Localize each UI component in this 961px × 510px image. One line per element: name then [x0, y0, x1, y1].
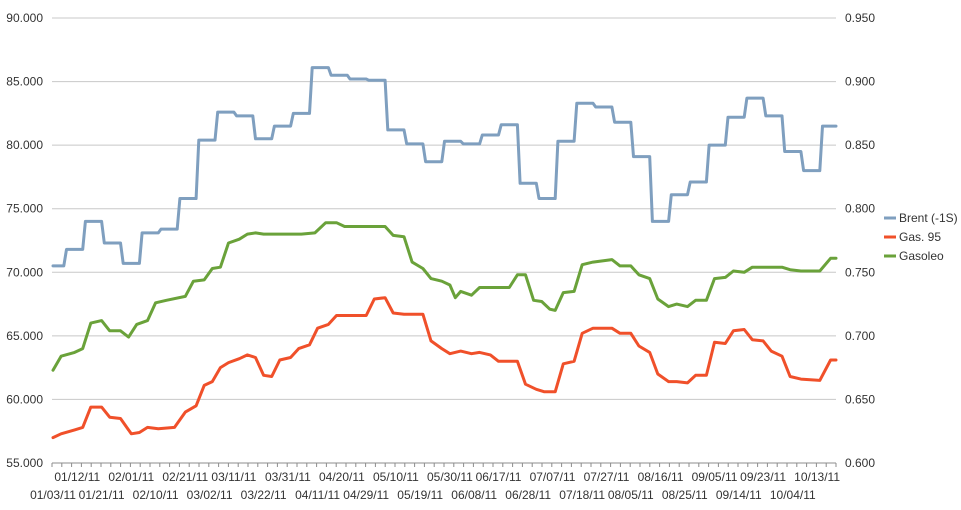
x-tick-label: 09/05/11 [692, 470, 738, 484]
x-tick-label: 07/18/11 [559, 488, 605, 502]
legend: Brent (-1S) Gas. 95 Gasoleo [884, 211, 958, 263]
y-axis-left: 55.000 60.000 65.000 70.000 75.000 80.000 85.0… [6, 11, 43, 470]
y-left-tick-label: 90.000 [6, 11, 43, 25]
series-lines [51, 66, 838, 440]
y-left-tick-label: 65.000 [6, 329, 43, 343]
series-line-brent-1s [51, 66, 838, 268]
x-tick-label: 02/21/11 [162, 470, 208, 484]
x-tick-label: 08/05/11 [608, 488, 654, 502]
y-right-tick-label: 0.650 [845, 392, 875, 406]
series-line-gasoleo [51, 221, 838, 372]
x-tick-label: 07/27/11 [584, 470, 630, 484]
y-left-tick-label: 70.000 [6, 265, 43, 279]
x-axis: 01/12/11 02/01/11 02/21/11 03/11/11 03/31/11… [30, 463, 840, 502]
x-tick-label: 06/17/11 [476, 470, 522, 484]
x-tick-label: 08/16/11 [638, 470, 684, 484]
x-tick-label: 05/19/11 [397, 488, 443, 502]
y-left-tick-label: 80.000 [6, 138, 43, 152]
x-tick-label: 08/25/11 [662, 488, 708, 502]
y-right-tick-label: 0.750 [845, 265, 875, 279]
series-line-gas-95 [51, 296, 838, 440]
x-tick-label: 04/29/11 [343, 488, 389, 502]
x-tick-label: 05/10/11 [373, 470, 419, 484]
y-right-tick-label: 0.700 [845, 329, 875, 343]
y-left-tick-label: 55.000 [6, 456, 43, 470]
y-right-tick-label: 0.850 [845, 138, 875, 152]
x-tick-label: 02/01/11 [108, 470, 154, 484]
x-tick-label: 05/30/11 [427, 470, 473, 484]
x-tick-label: 01/21/11 [79, 488, 125, 502]
x-tick-label: 09/23/11 [740, 470, 786, 484]
x-tick-label: 03/31/11 [265, 470, 311, 484]
x-tick-label: 06/28/11 [505, 488, 551, 502]
y-right-tick-label: 0.600 [845, 456, 875, 470]
x-tick-label: 02/10/11 [133, 488, 179, 502]
x-tick-label: 04/20/11 [319, 470, 365, 484]
x-tick-label: 01/12/11 [54, 470, 100, 484]
y-axis-right: 0.600 0.650 0.700 0.750 0.800 0.850 0.900 0.950 [845, 11, 875, 470]
x-tick-label: 06/08/11 [451, 488, 497, 502]
legend-label: Gasoleo [899, 249, 944, 263]
y-left-tick-label: 75.000 [6, 202, 43, 216]
x-tick-label: 04/11/11 [295, 488, 340, 502]
y-right-tick-label: 0.800 [845, 202, 875, 216]
y-left-tick-label: 85.000 [6, 75, 43, 89]
x-tick-label: 10/13/11 [794, 470, 840, 484]
x-tick-label: 03/02/11 [187, 488, 233, 502]
x-tick-label: 10/04/11 [770, 488, 816, 502]
legend-label: Gas. 95 [899, 230, 941, 244]
x-tick-label: 07/07/11 [530, 470, 576, 484]
x-tick-label: 01/03/11 [30, 488, 76, 502]
y-left-tick-label: 60.000 [6, 392, 43, 406]
x-tick-label: 03/11/11 [211, 470, 256, 484]
legend-label: Brent (-1S) [899, 211, 958, 225]
x-tick-label: 09/14/11 [716, 488, 762, 502]
y-right-tick-label: 0.950 [845, 11, 875, 25]
x-tick-label: 03/22/11 [241, 488, 287, 502]
y-right-tick-label: 0.900 [845, 75, 875, 89]
